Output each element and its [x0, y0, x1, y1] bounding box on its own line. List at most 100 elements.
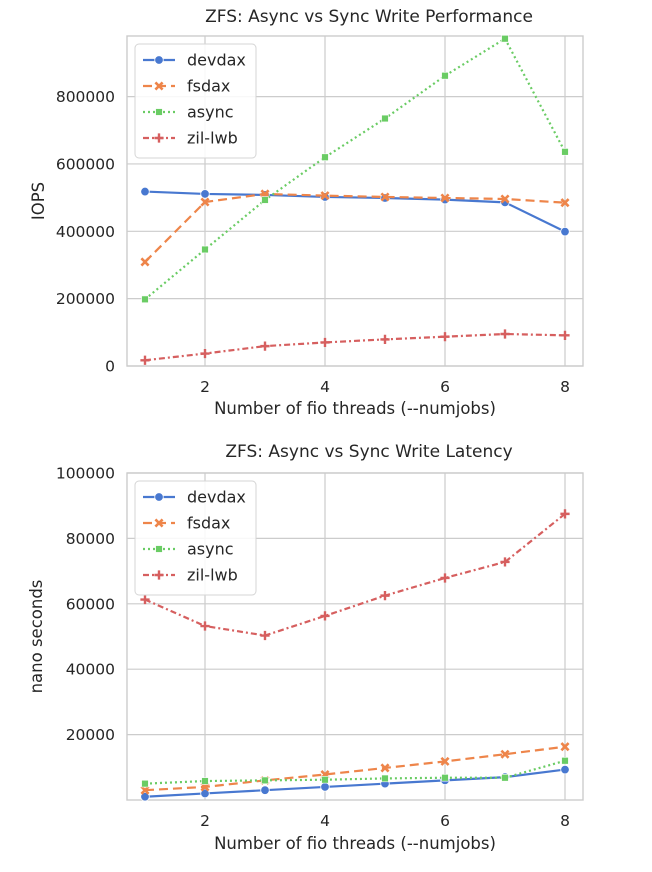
data-point-zil-lwb [260, 341, 270, 351]
x-tick-label: 6 [440, 812, 450, 830]
data-point-async [381, 114, 389, 123]
series-line-devdax [144, 190, 566, 233]
legend-label-fsdax: fsdax [187, 77, 230, 96]
legend-marker-async [155, 108, 163, 116]
data-point-async [561, 757, 569, 765]
data-point-async [261, 776, 269, 785]
data-point-zil-lwb [440, 573, 450, 583]
data-point-fsdax [380, 192, 390, 202]
y-tick-label: 600000 [56, 155, 115, 173]
data-point-zil-lwb [200, 348, 210, 359]
data-point-async [501, 34, 509, 43]
data-point-zil-lwb [320, 337, 330, 348]
data-point-fsdax [380, 763, 390, 773]
legend-label-zil-lwb: zil-lwb [187, 129, 238, 148]
legend-box [134, 480, 257, 596]
data-point-async [141, 295, 149, 304]
x-tick-label: 8 [560, 812, 570, 830]
legend-label-fsdax: fsdax [187, 514, 230, 533]
series-zil-lwb [140, 509, 570, 641]
data-point-async [321, 776, 329, 784]
x-tick-label: 6 [440, 378, 450, 396]
data-point-fsdax [500, 749, 510, 759]
data-point-zil-lwb [500, 329, 510, 339]
legend-box [134, 43, 257, 159]
data-point-fsdax [320, 191, 330, 201]
chart-1: 2 4 6 8 0 200000 400000 600000 800000 ZFS: Async … [29, 7, 584, 418]
data-point-zil-lwb [140, 355, 150, 365]
data-point-fsdax [140, 785, 150, 795]
legend-marker-zil-lwb [154, 570, 164, 580]
data-point-devdax [140, 792, 150, 802]
x-axis-label: Number of fio threads (--numjobs) [214, 834, 496, 853]
chart-title: ZFS: Async vs Sync Write Latency [225, 442, 512, 462]
legend-label-async: async [187, 540, 234, 559]
series-line-zil-lwb [144, 513, 566, 637]
y-axis-label: nano seconds [27, 580, 46, 694]
series-async [141, 34, 569, 304]
legend: devdax fsdax async zil-lwb [134, 480, 257, 596]
series-fsdax [140, 189, 570, 267]
y-tick-label: 80000 [66, 530, 115, 548]
y-tick-label: 0 [105, 358, 115, 376]
data-point-async [261, 196, 269, 204]
data-point-async [141, 779, 149, 788]
data-point-zil-lwb [260, 630, 270, 641]
legend-marker-async [155, 545, 163, 553]
y-tick-label: 200000 [56, 290, 115, 308]
y-tick-label: 100000 [56, 465, 115, 483]
data-point-devdax [320, 782, 330, 792]
x-axis-label: Number of fio threads (--numjobs) [214, 399, 496, 418]
data-point-devdax [260, 785, 270, 795]
legend-marker-devdax [154, 55, 164, 65]
x-tick-label: 2 [200, 378, 210, 396]
legend-marker-fsdax [154, 518, 164, 528]
data-point-zil-lwb [440, 332, 450, 342]
legend-label-devdax: devdax [187, 488, 246, 507]
data-point-zil-lwb [560, 509, 570, 519]
data-point-async [201, 777, 209, 785]
series-line-fsdax [144, 745, 566, 792]
data-point-fsdax [440, 193, 450, 203]
y-tick-label: 40000 [66, 661, 115, 679]
y-axis-label: IOPS [29, 182, 48, 220]
data-point-devdax [200, 788, 210, 799]
chart-2: 2 4 6 8 20000 40000 60000 80000 100000 ZFS: Async… [27, 442, 584, 853]
data-point-async [381, 774, 389, 783]
data-point-async [441, 774, 449, 782]
series-line-async [144, 759, 566, 785]
series-fsdax [140, 742, 570, 795]
legend-label-zil-lwb: zil-lwb [187, 566, 238, 585]
data-point-zil-lwb [500, 557, 510, 567]
plot-frame [126, 472, 584, 801]
data-point-zil-lwb [380, 334, 390, 344]
plot-frame [126, 35, 584, 367]
y-tick-label: 20000 [66, 726, 115, 744]
data-point-devdax [560, 226, 570, 237]
data-point-zil-lwb [200, 621, 210, 631]
data-point-async [201, 245, 209, 254]
data-point-fsdax [500, 194, 510, 204]
legend-marker-zil-lwb [154, 133, 164, 143]
legend-label-devdax: devdax [187, 51, 246, 70]
data-point-async [441, 72, 449, 80]
series-line-async [144, 37, 566, 301]
chart-title: ZFS: Async vs Sync Write Performance [205, 7, 533, 27]
data-point-fsdax [200, 197, 210, 207]
data-point-devdax [560, 764, 570, 775]
y-tick-label: 800000 [56, 88, 115, 106]
data-point-devdax [200, 189, 210, 199]
series-line-zil-lwb [144, 332, 566, 362]
x-tick-label: 4 [320, 378, 330, 396]
legend-marker-devdax [154, 492, 164, 502]
y-tick-label: 400000 [56, 223, 115, 241]
data-point-fsdax [560, 742, 570, 752]
data-point-devdax [140, 186, 150, 197]
data-point-zil-lwb [380, 591, 390, 601]
legend: devdax fsdax async zil-lwb [134, 43, 257, 159]
x-tick-label: 2 [200, 812, 210, 830]
data-point-async [561, 148, 569, 156]
y-tick-label: 60000 [66, 595, 115, 613]
legend-marker-fsdax [154, 81, 164, 91]
